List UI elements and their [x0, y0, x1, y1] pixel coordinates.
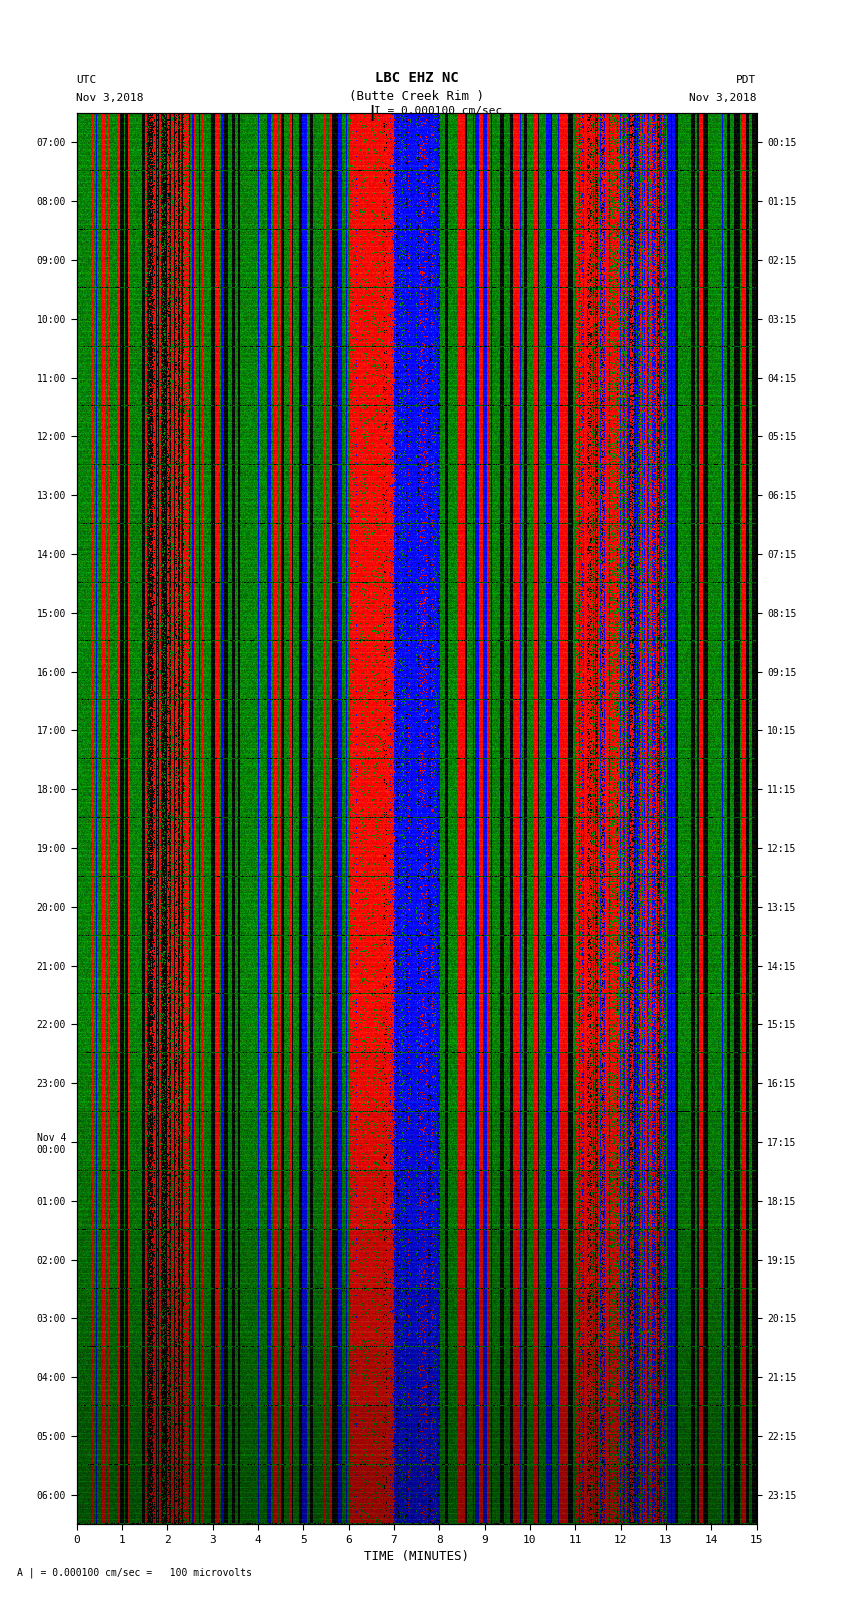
- Text: UTC: UTC: [76, 74, 97, 84]
- Text: I = 0.000100 cm/sec: I = 0.000100 cm/sec: [374, 106, 502, 116]
- Text: Nov 3,2018: Nov 3,2018: [76, 94, 144, 103]
- X-axis label: TIME (MINUTES): TIME (MINUTES): [364, 1550, 469, 1563]
- Text: Nov 3,2018: Nov 3,2018: [689, 94, 756, 103]
- Text: |: |: [368, 105, 377, 121]
- Text: (Butte Creek Rim ): (Butte Creek Rim ): [349, 90, 484, 103]
- Text: A | = 0.000100 cm/sec =   100 microvolts: A | = 0.000100 cm/sec = 100 microvolts: [17, 1568, 252, 1578]
- Text: LBC EHZ NC: LBC EHZ NC: [375, 71, 458, 84]
- Text: PDT: PDT: [736, 74, 756, 84]
